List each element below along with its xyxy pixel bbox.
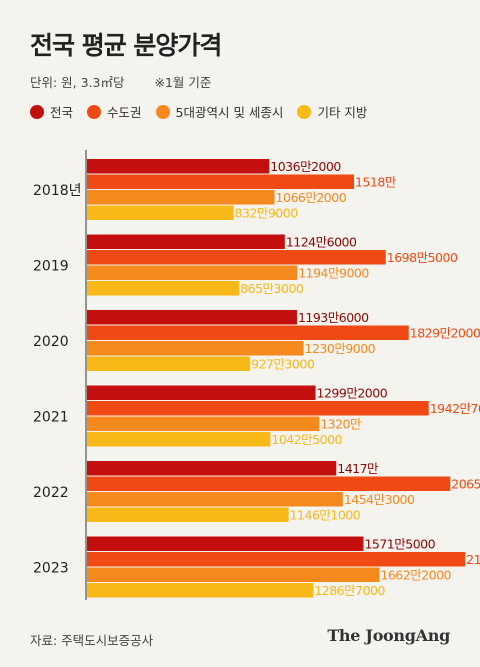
category-label: 2022 <box>33 485 69 501</box>
category-label: 2018년 <box>33 183 82 199</box>
data-label-metro: 1230만9000 <box>305 341 376 356</box>
brand-logo: The JoongAng <box>327 626 450 645</box>
bar-capital <box>87 250 386 265</box>
bar-national <box>87 461 337 476</box>
unit-label: 단위: 원, 3.3㎡당 <box>30 75 125 90</box>
data-label-metro: 1454만3000 <box>344 492 415 507</box>
category-label: 2021 <box>33 410 69 426</box>
data-label-other: 1146만1000 <box>290 508 361 523</box>
bar-metro <box>87 416 320 431</box>
data-label-capital: 1518만 <box>355 175 397 190</box>
data-label-national: 1417만 <box>337 461 379 476</box>
bar-metro <box>87 341 304 356</box>
data-label-capital: 1829만2000 <box>410 326 480 341</box>
data-label-other: 865만3000 <box>240 281 304 296</box>
data-label-capital: 1698만5000 <box>387 250 458 265</box>
legend-item-metro: 5대광역시 및 세종시 <box>155 102 284 121</box>
source-label: 자료: 주택도시보증공사 <box>30 633 154 648</box>
legend-item-capital: 수도권 <box>87 102 142 121</box>
bar-metro <box>87 567 380 582</box>
data-label-national: 1124만6000 <box>286 235 357 250</box>
data-label-capital: 2149만6000 <box>466 552 480 567</box>
bar-capital <box>87 325 409 340</box>
legend: 전국 수도권 5대광역시 및 세종시 기타 지방 <box>30 102 381 121</box>
chart-title: 전국 평균 분양가격 <box>30 31 222 60</box>
bar-capital <box>87 476 451 491</box>
legend-label-metro: 5대광역시 및 세종시 <box>175 105 284 120</box>
data-label-other: 1042만5000 <box>271 432 342 447</box>
legend-label-national: 전국 <box>50 105 74 120</box>
legend-label-other: 기타 지방 <box>317 105 368 120</box>
chart-subtitle: 단위: 원, 3.3㎡당 ※1월 기준 <box>30 72 211 91</box>
bar-national <box>87 234 285 249</box>
bar-other <box>87 205 234 220</box>
legend-dot-capital <box>87 104 102 119</box>
data-label-national: 1193만6000 <box>298 310 369 325</box>
category-label: 2023 <box>33 561 69 577</box>
bar-national <box>87 159 270 174</box>
data-label-capital: 1942만7000 <box>430 401 480 416</box>
bar-other <box>87 507 289 522</box>
data-label-national: 1036만2000 <box>270 159 341 174</box>
data-label-metro: 1066만2000 <box>276 190 347 205</box>
bar-national <box>87 310 297 325</box>
data-label-other: 1286만7000 <box>314 583 385 598</box>
bar-national <box>87 536 364 551</box>
bar-capital <box>87 174 355 189</box>
data-label-metro: 1194만9000 <box>298 266 369 281</box>
legend-dot-metro <box>155 104 170 119</box>
data-label-other: 927만3000 <box>251 357 315 372</box>
legend-dot-other <box>297 104 312 119</box>
bar-other <box>87 432 271 447</box>
category-label: 2020 <box>33 334 69 350</box>
data-label-metro: 1662만2000 <box>380 568 451 583</box>
legend-item-national: 전국 <box>30 102 73 121</box>
legend-label-capital: 수도권 <box>107 105 142 120</box>
data-label-metro: 1320만 <box>320 417 362 432</box>
bar-metro <box>87 492 343 507</box>
bar-capital <box>87 401 429 416</box>
bar-other <box>87 356 251 371</box>
note-label: ※1월 기준 <box>154 75 212 90</box>
data-label-capital: 2065만1000 <box>451 477 480 492</box>
bar-national <box>87 385 316 400</box>
bar-other <box>87 583 314 598</box>
bar-metro <box>87 265 298 280</box>
bar-capital <box>87 552 466 567</box>
bar-metro <box>87 190 275 205</box>
data-label-other: 832만9000 <box>235 206 299 221</box>
data-label-national: 1571만5000 <box>364 537 435 552</box>
category-label: 2019 <box>33 259 69 275</box>
legend-item-other: 기타 지방 <box>297 102 367 121</box>
bar-other <box>87 281 240 296</box>
legend-dot-national <box>30 104 44 119</box>
data-label-national: 1299만2000 <box>317 386 388 401</box>
